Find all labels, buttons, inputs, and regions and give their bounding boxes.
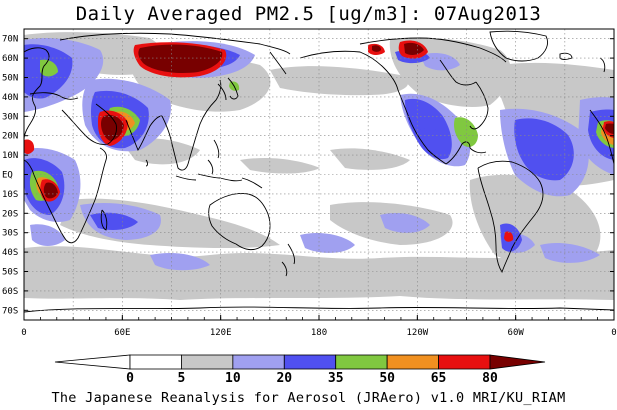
colorbar-label: 80 <box>482 371 498 386</box>
lat-label: 70N <box>2 35 18 45</box>
lon-label: 60W <box>508 328 525 338</box>
lat-label: 40N <box>2 93 18 103</box>
lat-label: 20N <box>2 132 18 142</box>
lat-label: 30S <box>2 229 18 239</box>
lat-label: 20S <box>2 209 18 219</box>
colorbar-label: 50 <box>379 371 395 386</box>
coastlines <box>24 30 614 313</box>
lat-label: 50S <box>2 268 18 278</box>
colorbar-label: 65 <box>431 371 447 386</box>
lon-label: 0 <box>21 328 26 338</box>
colorbar-box <box>129 354 182 370</box>
colorbar-label: 35 <box>328 371 344 386</box>
longitude-labels: 0 60E 120E 180 120W 60W 0 <box>21 315 617 338</box>
lat-label: 10S <box>2 190 18 200</box>
colorbar-label: 5 <box>178 371 186 386</box>
lat-label: 60S <box>2 287 18 297</box>
colorbar-box <box>232 354 285 370</box>
lat-label: 50N <box>2 74 18 84</box>
colorbar-label: 20 <box>276 371 292 386</box>
lon-label: 0 <box>611 328 616 338</box>
colorbar-label: 0 <box>126 371 134 386</box>
colorbar-high-triangle <box>489 354 546 370</box>
lat-label: 70S <box>2 306 18 316</box>
lon-label: 180 <box>311 328 327 338</box>
lat-label: 60N <box>2 54 18 64</box>
map-title: Daily Averaged PM2.5 [ug/m3]: 07Aug2013 <box>75 3 542 25</box>
lon-label: 60E <box>114 328 130 338</box>
colorbar-low-triangle <box>54 354 131 370</box>
colorbar-label: 10 <box>225 371 241 386</box>
lon-label: 120E <box>210 328 232 338</box>
footer-credit: The Japanese Reanalysis for Aerosol (JRA… <box>51 390 566 406</box>
colorbar-box <box>438 354 491 370</box>
colorbar-box <box>283 354 337 370</box>
map-gridlines <box>24 29 614 320</box>
lat-label: EQ <box>2 171 13 181</box>
colorbar-box <box>386 354 439 370</box>
lat-label: 40S <box>2 248 18 258</box>
level-above-80 <box>43 42 614 199</box>
pm25-field <box>24 30 614 313</box>
colorbar-box <box>335 354 388 370</box>
lon-label: 120W <box>406 328 428 338</box>
lat-label: 30N <box>2 112 18 122</box>
lat-label: 10N <box>2 151 18 161</box>
latitude-labels: 70N 60N 50N 40N 30N 20N 10N EQ 10S 20S 30S 40S 50S 60… <box>2 35 614 316</box>
colorbar-box <box>181 354 234 370</box>
colorbar: 0 5 10 20 35 50 65 80 <box>54 354 546 386</box>
